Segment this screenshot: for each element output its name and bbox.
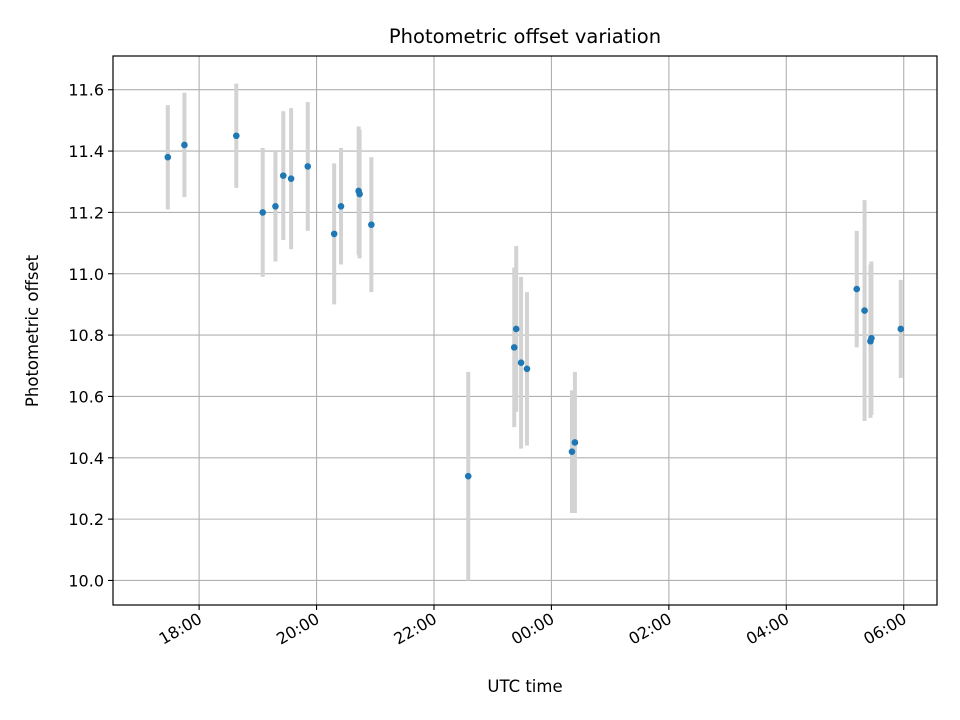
data-point: [571, 439, 579, 446]
y-tick-label: 10.2: [68, 510, 104, 529]
plot-frame: [112, 55, 938, 606]
data-point: [337, 202, 345, 210]
data-point: [164, 153, 172, 161]
data-point: [853, 285, 861, 293]
chart-title: Photometric offset variation: [389, 25, 661, 48]
data-point: [464, 472, 472, 480]
data-point: [517, 359, 525, 367]
data-points: [164, 132, 905, 480]
data-point: [510, 344, 518, 351]
y-tick-label: 11.4: [68, 142, 104, 161]
data-point: [181, 141, 188, 149]
data-point: [512, 325, 520, 333]
data-point: [304, 163, 312, 170]
data-point: [356, 190, 363, 198]
data-point: [568, 448, 576, 455]
data-point: [259, 209, 267, 216]
data-point: [233, 132, 240, 140]
y-tick-label: 10.0: [68, 571, 104, 590]
y-tick-label: 11.2: [68, 203, 104, 222]
grid: [113, 56, 937, 605]
y-tick-label: 11.6: [68, 81, 104, 100]
y-axis: 10.0 10.2 10.4 10.6 10.8 11.0 11.2 11.4 11.6: [68, 81, 113, 590]
data-point: [861, 307, 868, 314]
y-tick-label: 10.6: [68, 387, 104, 406]
data-point: [523, 365, 531, 373]
y-axis-label: Photometric offset: [23, 254, 42, 407]
data-point: [272, 202, 279, 210]
y-tick-label: 10.8: [68, 326, 104, 345]
data-point: [868, 334, 875, 342]
data-point: [330, 230, 338, 238]
data-point: [368, 221, 375, 228]
x-axis-label: UTC time: [487, 677, 562, 696]
y-tick-label: 11.0: [68, 265, 104, 284]
data-point: [287, 175, 295, 182]
data-point: [279, 172, 287, 179]
data-point: [897, 325, 905, 333]
y-tick-label: 10.4: [68, 449, 104, 468]
